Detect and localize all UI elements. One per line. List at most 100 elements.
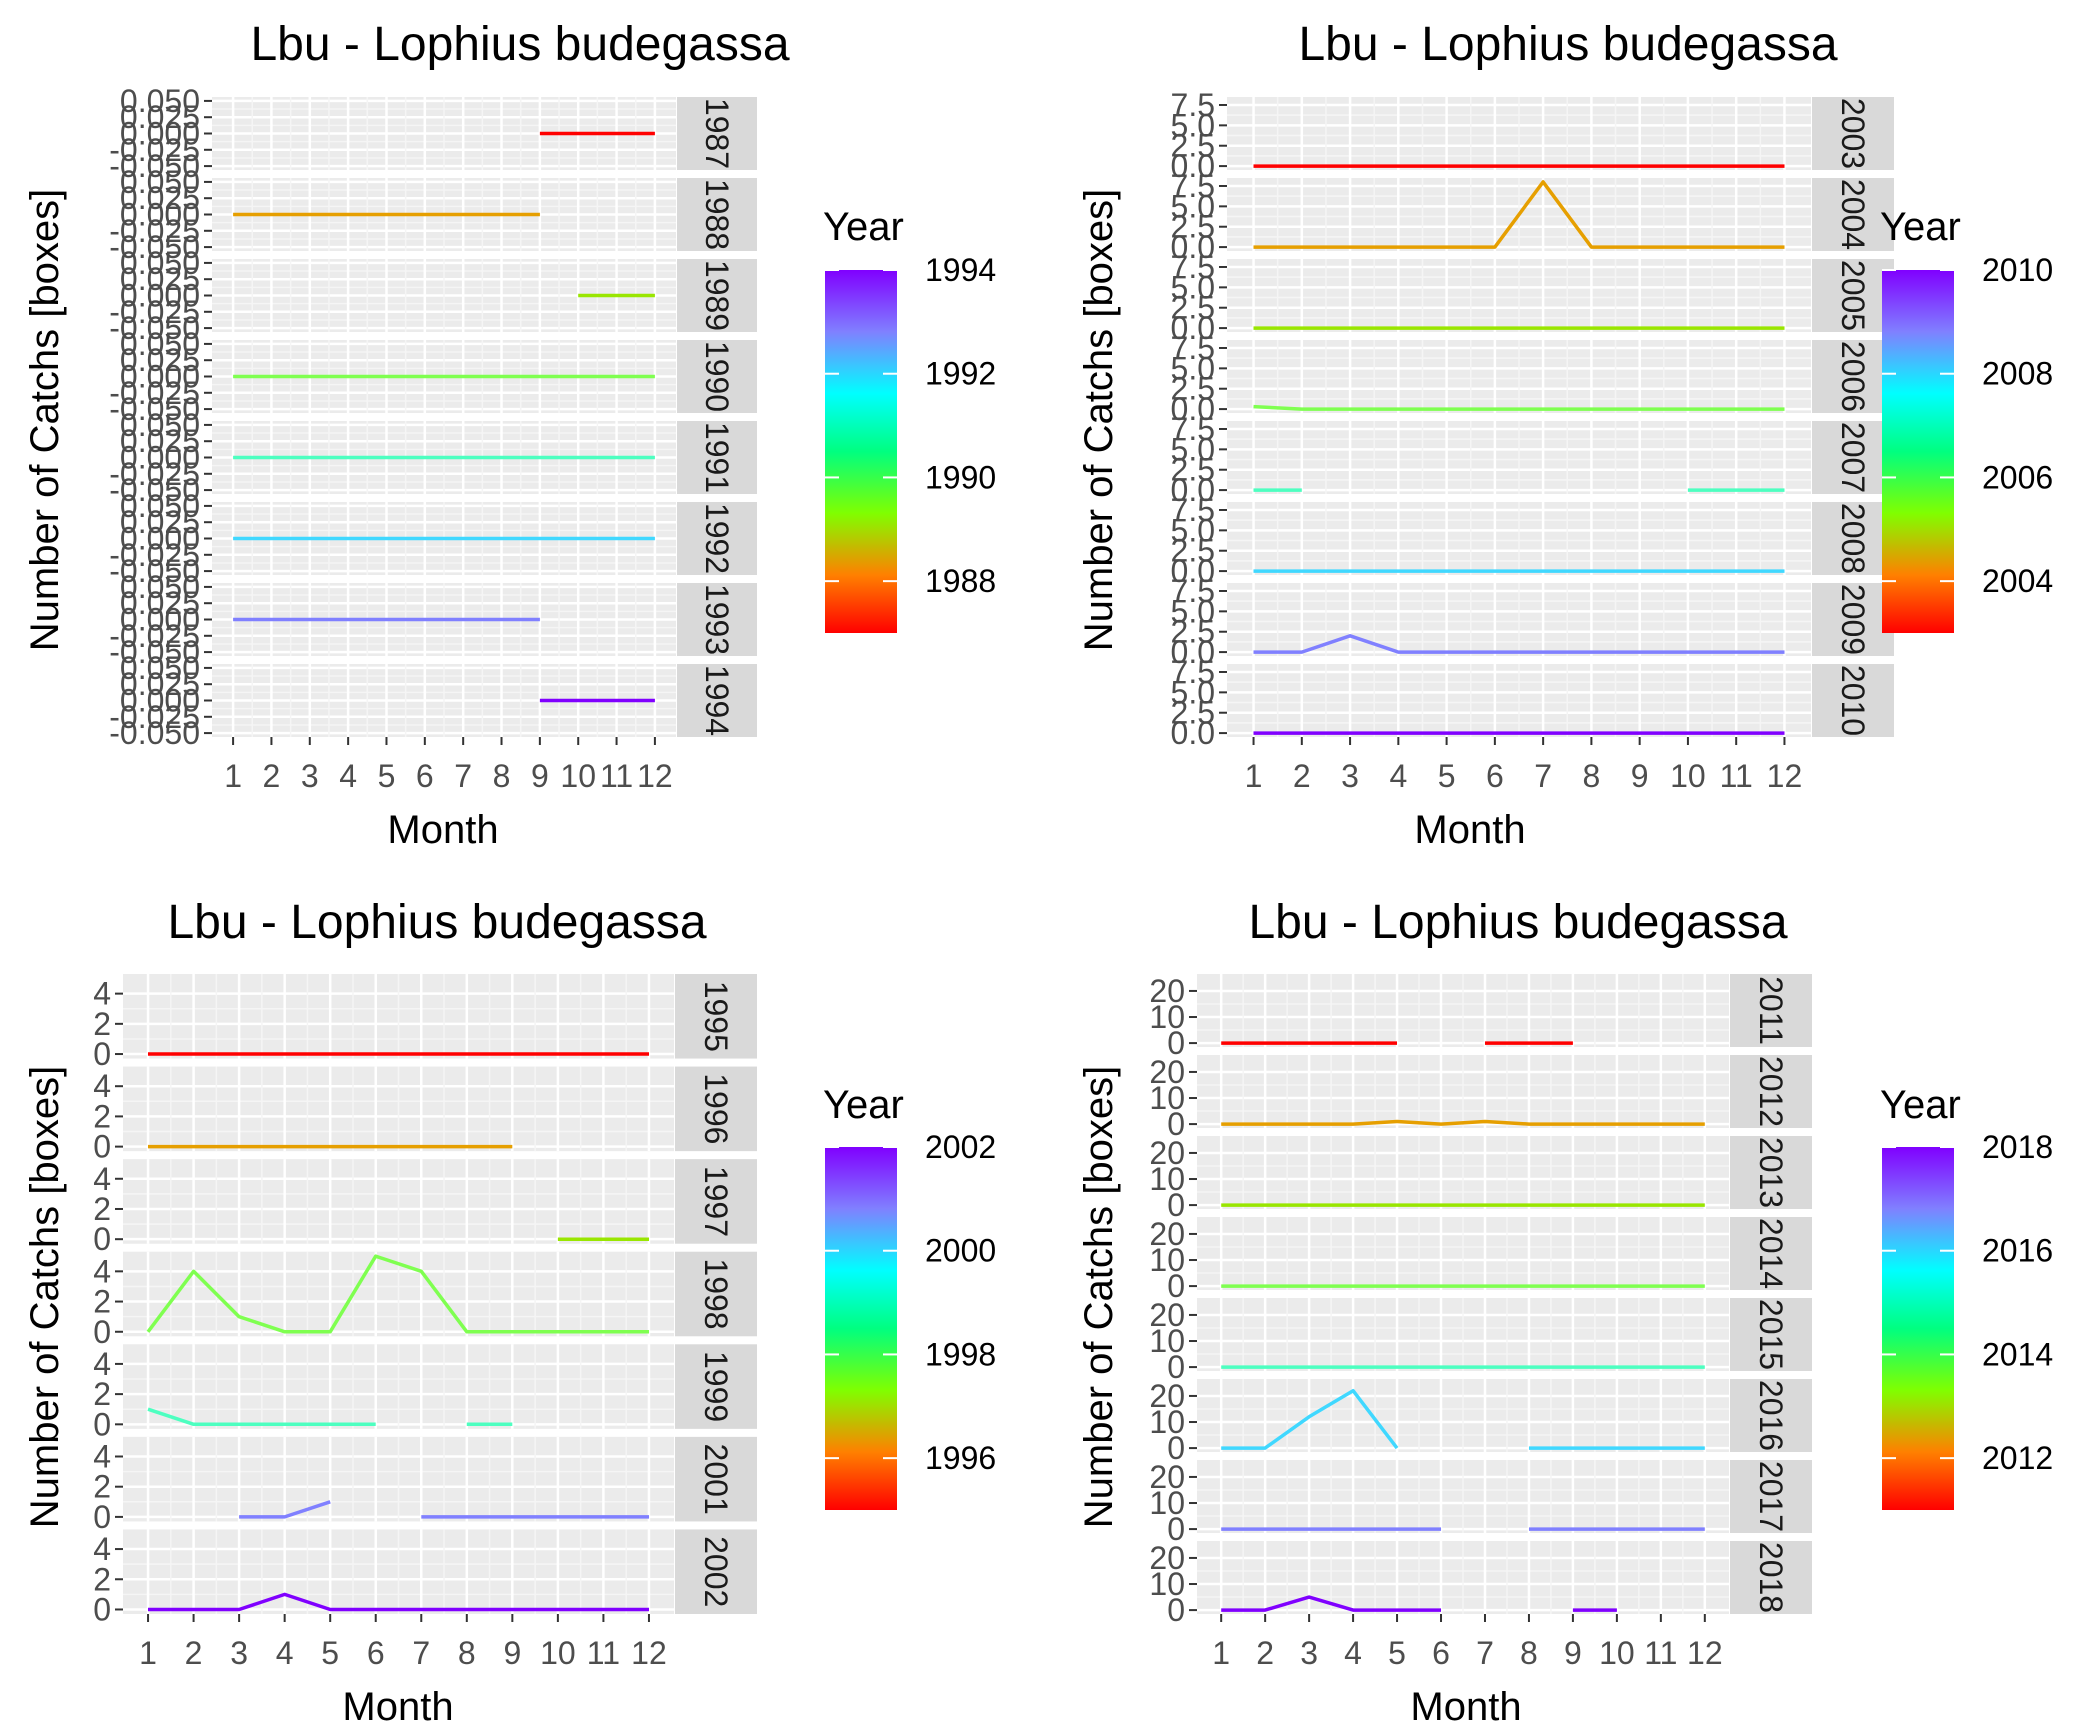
x-tick-label: 6: [416, 758, 434, 794]
y-tick-label: 4: [93, 976, 111, 1012]
facet-strip: [1812, 97, 1894, 170]
facet-1998: 024 1998: [93, 1251, 757, 1350]
facet-strip-label: 2005: [1835, 260, 1871, 331]
y-tick-label: 10: [1149, 1161, 1185, 1197]
chart-panel-2003-2010: Lbu - Lophius budegassa Number of Catchs…: [1077, 18, 2053, 852]
y-tick-label: 0: [93, 1314, 111, 1350]
x-tick-label: 4: [1389, 758, 1407, 794]
facet-strip: [1730, 1217, 1812, 1290]
x-tick-label: 6: [367, 1635, 385, 1671]
legend-label: 1998: [925, 1336, 996, 1372]
y-tick-label: 2.5: [1171, 614, 1215, 650]
y-tick-label: -0.050: [109, 391, 200, 427]
y-tick-label: 0: [1167, 1268, 1185, 1304]
facet-strip: [1812, 259, 1894, 332]
legend-title: Year: [823, 205, 904, 249]
series-line-2018: [1221, 1595, 1441, 1612]
y-tick-label: -0.050: [109, 472, 200, 508]
facet-strip: [675, 1066, 757, 1152]
facet-strip-label: 2016: [1753, 1380, 1789, 1451]
y-tick-label: -0.025: [109, 456, 200, 492]
y-axis-title: Number of Catchs [boxes]: [23, 189, 67, 651]
x-axis-title: Month: [1410, 1685, 1521, 1729]
y-tick-label: 7.5: [1171, 492, 1215, 528]
y-tick-label: 0.025: [120, 342, 200, 378]
facet-strip: [677, 340, 757, 413]
facet-2010: 0.02.55.07.5 2010: [1171, 654, 1894, 751]
x-axis-ticks: 1 2 3 4 5 6 7 8 9 10 11 12: [139, 1614, 667, 1671]
y-axis-title: Number of Catchs [boxes]: [23, 1066, 67, 1528]
chart-panel-1995-2002: Lbu - Lophius budegassa Number of Catchs…: [23, 896, 996, 1729]
series-line-2002: [148, 1592, 649, 1612]
facet-2005: 0.02.55.07.5 2005: [1171, 249, 1894, 346]
y-tick-label: 0: [1167, 1430, 1185, 1466]
y-tick-label: 4: [93, 1253, 111, 1289]
x-tick-label: 11: [1720, 758, 1753, 794]
facet-strip: [677, 664, 757, 737]
facet-strip-label: 1990: [699, 341, 735, 412]
chart-panel-1987-1994: Lbu - Lophius budegassa Number of Catchs…: [23, 18, 996, 852]
y-tick-label: -0.050: [109, 310, 200, 346]
facet-strip-label: 1996: [698, 1073, 734, 1144]
y-tick-label: -0.025: [109, 537, 200, 573]
y-axis-title: Number of Catchs [boxes]: [1077, 189, 1121, 651]
x-tick-label: 4: [339, 758, 357, 794]
facet-strip: [677, 178, 757, 251]
facet-strip-label: 2002: [698, 1536, 734, 1607]
facet-strip-label: 1995: [698, 981, 734, 1052]
y-tick-label: 4: [93, 1531, 111, 1567]
chart-title: Lbu - Lophius budegassa: [1248, 896, 1787, 949]
y-tick-label: 2: [93, 1191, 111, 1227]
x-tick-label: 8: [1582, 758, 1600, 794]
facet-strip-label: 2012: [1753, 1056, 1789, 1127]
facet-2001: 024 2001: [93, 1436, 757, 1535]
y-tick-label: -0.050: [109, 634, 200, 670]
y-tick-label: 0: [93, 1591, 111, 1627]
y-tick-label: 20: [1149, 1378, 1185, 1414]
colorbar-legend: Year 2004 2006 2008 2010: [1880, 205, 2053, 633]
x-axis-title: Month: [1414, 808, 1525, 852]
facet-strip-label: 1998: [698, 1258, 734, 1329]
y-tick-label: 0.050: [120, 650, 200, 686]
y-tick-label: 2: [93, 1006, 111, 1042]
y-tick-label: 0: [93, 1406, 111, 1442]
y-tick-label: -0.050: [109, 553, 200, 589]
facet-strip-label: 2017: [1753, 1461, 1789, 1532]
facet-2008: 0.02.55.07.5 2008: [1171, 492, 1894, 589]
series-line-2004: [1253, 180, 1785, 249]
y-tick-label: 5.0: [1171, 674, 1215, 710]
y-tick-label: 10: [1149, 1242, 1185, 1278]
y-tick-label: -0.025: [109, 132, 200, 168]
y-tick-label: 20: [1149, 973, 1185, 1009]
x-tick-label: 8: [493, 758, 511, 794]
legend-label: 1988: [925, 563, 996, 599]
x-tick-label: 2: [185, 1635, 203, 1671]
series-line-2016: [1221, 1388, 1399, 1450]
legend-label: 1996: [925, 1440, 996, 1476]
y-tick-label: 5.0: [1171, 431, 1215, 467]
y-tick-label: 0.000: [120, 602, 200, 638]
y-tick-label: -0.025: [109, 213, 200, 249]
legend-label: 2008: [1982, 356, 2053, 392]
facet-strip: [677, 583, 757, 656]
facet-strip: [1730, 1055, 1812, 1128]
series-line-2012: [1221, 1119, 1705, 1126]
facet-strip-label: 1993: [699, 584, 735, 655]
x-tick-label: 12: [1767, 758, 1803, 794]
facet-2006: 0.02.55.07.5 2006: [1171, 330, 1894, 427]
y-tick-label: 20: [1149, 1459, 1185, 1495]
y-tick-label: 20: [1149, 1216, 1185, 1252]
x-tick-label: 6: [1486, 758, 1504, 794]
facet-strip-label: 1991: [699, 422, 735, 493]
y-tick-label: 4: [93, 1346, 111, 1382]
colorbar: [825, 270, 897, 633]
series-line-2009: [1253, 634, 1785, 654]
facet-strip-label: 1992: [699, 503, 735, 574]
